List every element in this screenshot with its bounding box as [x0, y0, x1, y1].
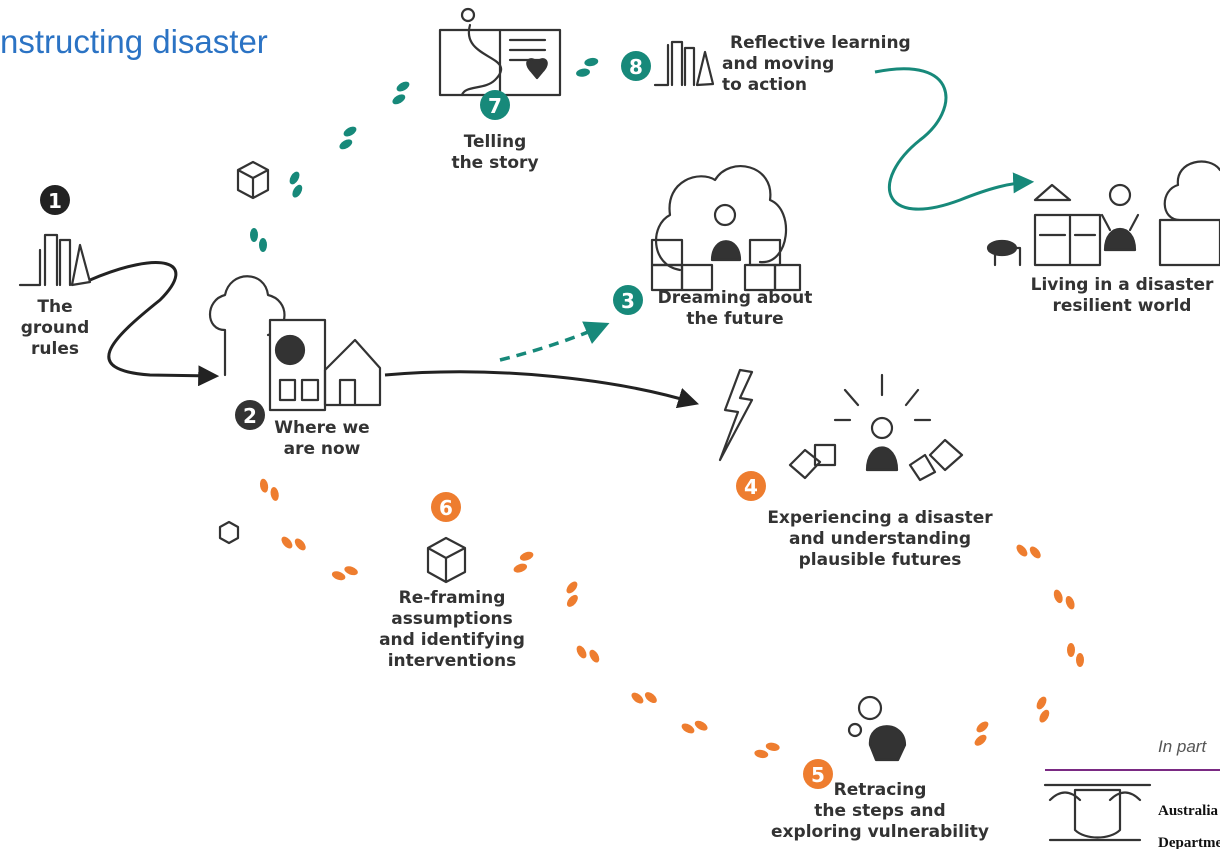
step-label: Telling — [464, 132, 527, 152]
story-icon — [440, 9, 560, 95]
footprint — [343, 565, 359, 577]
step-label: Where we — [274, 418, 369, 438]
footprint — [288, 170, 302, 186]
step-number: 1 — [48, 189, 62, 213]
diagram: nstructing disaster — [0, 0, 1220, 849]
partner-text: Departme — [1158, 835, 1220, 849]
step-label: and moving — [722, 54, 834, 74]
step-label: Re-framing — [399, 588, 506, 608]
footprints — [250, 57, 1084, 759]
footprint — [565, 593, 580, 609]
partner-caption: In part — [1158, 737, 1207, 756]
title: nstructing disaster — [0, 23, 268, 60]
footprint — [1037, 708, 1051, 724]
step-number: 5 — [811, 763, 825, 787]
footprint — [693, 719, 709, 733]
step-label: to action — [722, 75, 807, 95]
footprint — [575, 644, 589, 660]
footprint — [293, 537, 308, 553]
footprint — [680, 722, 696, 736]
footprint — [1014, 543, 1029, 559]
step-label: assumptions — [391, 609, 513, 629]
footprint — [973, 733, 989, 748]
disaster-icon — [720, 370, 962, 480]
footprint — [259, 238, 267, 252]
step-number: 4 — [744, 475, 758, 499]
footprint — [342, 125, 358, 139]
partner-logo — [1045, 785, 1150, 840]
step-label: exploring vulnerability — [771, 822, 989, 842]
path-2-3 — [500, 325, 605, 360]
footprint — [765, 742, 780, 752]
outcome-label: Living in a disaster — [1031, 275, 1214, 295]
books-icon-8 — [655, 42, 713, 85]
footprint — [290, 183, 304, 199]
footprint — [584, 57, 599, 67]
town-icon — [210, 276, 380, 410]
footprint — [974, 719, 990, 734]
footprint — [250, 228, 258, 242]
step-label: are now — [284, 439, 361, 459]
footprint — [1028, 545, 1043, 561]
footprint — [279, 535, 294, 551]
outcome-label: resilient world — [1053, 296, 1192, 316]
footprint — [270, 486, 280, 501]
footprint — [1067, 643, 1075, 657]
step-label: the story — [451, 153, 538, 173]
footprint — [395, 80, 411, 94]
footprint — [519, 550, 535, 562]
step-label: ground — [21, 318, 90, 338]
step-label: Reflective learning — [730, 33, 911, 53]
footprint — [512, 562, 528, 574]
footprint — [331, 570, 347, 582]
partner-text: Australia — [1158, 803, 1219, 819]
step-number: 2 — [243, 404, 257, 428]
step-label: and understanding — [789, 529, 971, 549]
page-body: nstructing disaster — [0, 0, 1220, 849]
footprint — [564, 579, 579, 595]
step-number: 7 — [488, 94, 502, 118]
path-1-2 — [90, 263, 215, 376]
footprint — [1076, 653, 1084, 667]
footprint — [575, 68, 590, 78]
page: Diagram {"header": {"title": "nstructing… — [0, 0, 1220, 849]
step-label: interventions — [388, 651, 517, 671]
footprint — [643, 690, 659, 705]
step-label: the steps and — [814, 801, 945, 821]
footprint — [629, 691, 645, 706]
step-label: Experiencing a disaster — [767, 508, 993, 528]
books-icon — [20, 235, 90, 285]
step-number: 6 — [439, 496, 453, 520]
footprint — [391, 92, 407, 106]
step-label: and identifying — [379, 630, 525, 650]
step-label: Retracing — [834, 780, 927, 800]
path-8-outcome — [875, 69, 1030, 209]
footprint — [587, 648, 601, 664]
dream-icon — [652, 166, 800, 290]
retrace-icon — [849, 697, 905, 760]
step-number: 3 — [621, 289, 635, 313]
footprint — [754, 749, 769, 759]
step-label: The — [37, 297, 72, 317]
world-icon — [988, 162, 1220, 265]
footprint — [259, 478, 269, 493]
step-label: Dreaming about — [658, 288, 813, 308]
step-label: the future — [686, 309, 783, 329]
footprint — [1035, 695, 1049, 711]
step-label: rules — [31, 339, 79, 359]
step-label: plausible futures — [799, 550, 962, 570]
path-2-4 — [385, 372, 695, 403]
footprint — [338, 137, 354, 151]
footprint — [1064, 595, 1076, 611]
footprint — [1052, 588, 1064, 604]
step-number: 8 — [629, 55, 643, 79]
